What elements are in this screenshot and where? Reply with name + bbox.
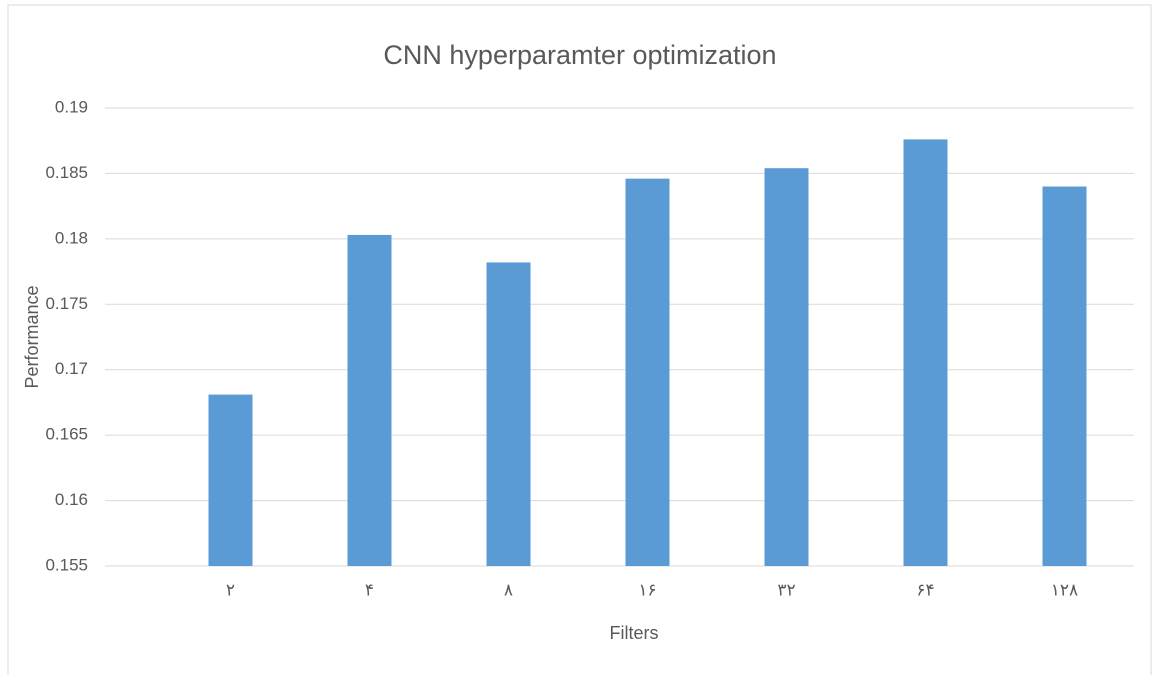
x-tick-label: ۳۲ bbox=[777, 580, 795, 599]
x-tick-label: ۴ bbox=[365, 580, 374, 599]
x-tick-label: ۱۶ bbox=[638, 580, 656, 599]
y-tick-label: 0.16 bbox=[55, 490, 88, 509]
y-tick-label: 0.165 bbox=[45, 425, 88, 444]
bar bbox=[625, 178, 670, 567]
bar bbox=[347, 234, 392, 566]
y-tick-label: 0.17 bbox=[55, 359, 88, 378]
x-tick-label: ۶۴ bbox=[916, 580, 934, 599]
x-axis-title: Filters bbox=[610, 623, 659, 643]
x-tick-label: ۱۲۸ bbox=[1051, 580, 1078, 599]
bar bbox=[1042, 186, 1087, 566]
bar bbox=[208, 394, 253, 566]
x-tick-label: ۸ bbox=[504, 580, 513, 599]
y-tick-label: 0.175 bbox=[45, 294, 88, 313]
x-tick-label: ۲ bbox=[226, 580, 235, 599]
y-tick-label: 0.155 bbox=[45, 555, 88, 574]
y-tick-label: 0.18 bbox=[55, 228, 88, 247]
bar bbox=[903, 139, 948, 567]
bar bbox=[486, 262, 531, 566]
y-axis-title: Performance bbox=[22, 285, 42, 388]
y-tick-label: 0.19 bbox=[55, 97, 88, 116]
chart-title: CNN hyperparamter optimization bbox=[383, 40, 776, 70]
y-tick-label: 0.185 bbox=[45, 163, 88, 182]
bar bbox=[764, 168, 809, 567]
chart-frame bbox=[7, 4, 1152, 675]
